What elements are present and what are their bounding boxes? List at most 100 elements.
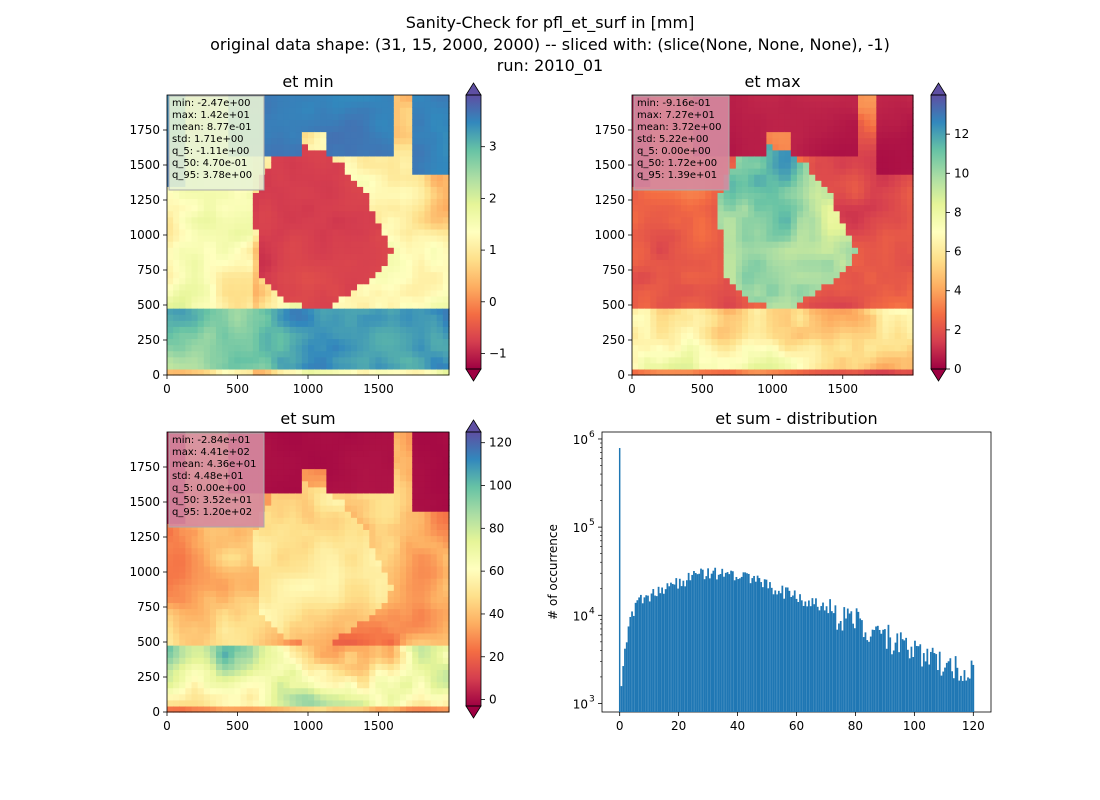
heatmap-cell (436, 228, 444, 236)
heatmap-cell (784, 228, 792, 236)
heatmap-cell (271, 301, 278, 309)
heatmap-cell (772, 368, 780, 376)
heatmap-cell (173, 295, 180, 303)
heatmap-cell (699, 198, 706, 206)
heatmap-cell (644, 301, 651, 309)
heatmap-cell (693, 314, 700, 321)
heatmap-cell (906, 271, 914, 279)
heatmap-cell (203, 681, 211, 689)
heatmap-cell (680, 247, 688, 254)
heatmap-cell (308, 241, 315, 248)
heatmap-cell (209, 344, 217, 352)
heatmap-cell (185, 301, 193, 309)
heatmap-cell (711, 216, 719, 224)
heatmap-cell (222, 344, 229, 352)
heatmap-cell (803, 308, 810, 315)
heatmap-cell (906, 210, 914, 218)
heatmap-cell (375, 107, 383, 114)
heatmap-cell (668, 228, 676, 236)
heatmap-cell (338, 174, 346, 181)
heatmap-cell (760, 186, 767, 193)
heatmap-cell (699, 356, 706, 364)
colorbar-extend-bottom (465, 368, 482, 382)
heatmap-cell (418, 241, 426, 248)
heatmap-cell (338, 101, 346, 108)
heatmap-cell (729, 119, 737, 127)
heatmap-cell (876, 168, 884, 175)
heatmap-cell (240, 222, 248, 230)
heatmap-cell (717, 314, 725, 321)
heatmap-cell (209, 222, 217, 230)
heatmap-cell (301, 107, 309, 114)
heatmap-cell (729, 314, 737, 321)
heatmap-cell (894, 320, 902, 327)
heatmap-cell (338, 125, 346, 133)
heatmap-cell (424, 228, 432, 236)
heatmap-cell (729, 320, 737, 327)
heatmap-cell (796, 368, 804, 376)
heatmap-cell (203, 590, 211, 597)
heatmap-cell (191, 332, 199, 340)
heatmap-cell (295, 338, 303, 346)
heatmap-cell (754, 95, 761, 102)
heatmap-cell (748, 301, 755, 309)
heatmap-cell (815, 259, 822, 267)
heatmap-cell (686, 247, 694, 254)
heatmap-cell (650, 338, 658, 346)
colorbar-tick-label: 0 (954, 362, 962, 376)
heatmap-cell (314, 95, 321, 102)
heatmap-cell (252, 338, 260, 346)
heatmap-cell (344, 222, 352, 230)
heatmap-cell (369, 338, 377, 346)
heatmap-cell (632, 344, 639, 352)
heatmap-cell (888, 119, 896, 127)
heatmap-cell (277, 295, 285, 303)
heatmap-cell (638, 344, 645, 352)
heatmap-cell (858, 107, 865, 114)
heatmap-cell (418, 320, 426, 327)
heatmap-cell (399, 289, 407, 297)
heatmap-cell (754, 101, 761, 108)
heatmap-cell (650, 314, 658, 321)
heatmap-cell (191, 590, 199, 597)
heatmap-cell (815, 131, 822, 139)
heatmap-cell (258, 301, 266, 309)
heatmap-cell (906, 186, 914, 193)
heatmap-cell (906, 338, 914, 346)
heatmap-cell (179, 271, 186, 279)
heatmap-cell (827, 155, 835, 163)
heatmap-cell (766, 301, 774, 309)
heatmap-cell (900, 326, 908, 333)
heatmap-cell (338, 186, 346, 193)
heatmap-cell (308, 149, 315, 157)
heatmap-cell (209, 608, 217, 616)
heatmap-cell (796, 137, 804, 145)
heatmap-cell (326, 180, 334, 187)
heatmap-cell (179, 614, 186, 622)
heatmap-cell (833, 131, 841, 139)
heatmap-cell (179, 693, 186, 701)
heatmap-cell (209, 693, 217, 701)
heatmap-cell (265, 198, 272, 206)
heatmap-cell (234, 216, 242, 224)
heatmap-cell (424, 247, 432, 254)
heatmap-cell (197, 699, 205, 707)
heatmap-cell (845, 271, 853, 279)
heatmap-cell (301, 113, 309, 120)
heatmap-cell (436, 168, 444, 175)
heatmap-cell (240, 645, 248, 652)
heatmap-cell (185, 669, 193, 677)
heatmap-cell (332, 332, 340, 340)
heatmap-cell (711, 265, 719, 273)
heatmap-cell (320, 338, 327, 346)
heatmap-cell (185, 228, 193, 236)
heatmap-cell (864, 338, 871, 346)
heatmap-cell (265, 356, 272, 364)
heatmap-cell (203, 247, 211, 254)
heatmap-cell (283, 259, 291, 267)
heatmap-cell (314, 362, 321, 370)
heatmap-cell (430, 338, 438, 346)
heatmap-cell (430, 356, 438, 364)
heatmap-cell (412, 259, 419, 267)
heatmap-cell (809, 192, 816, 200)
